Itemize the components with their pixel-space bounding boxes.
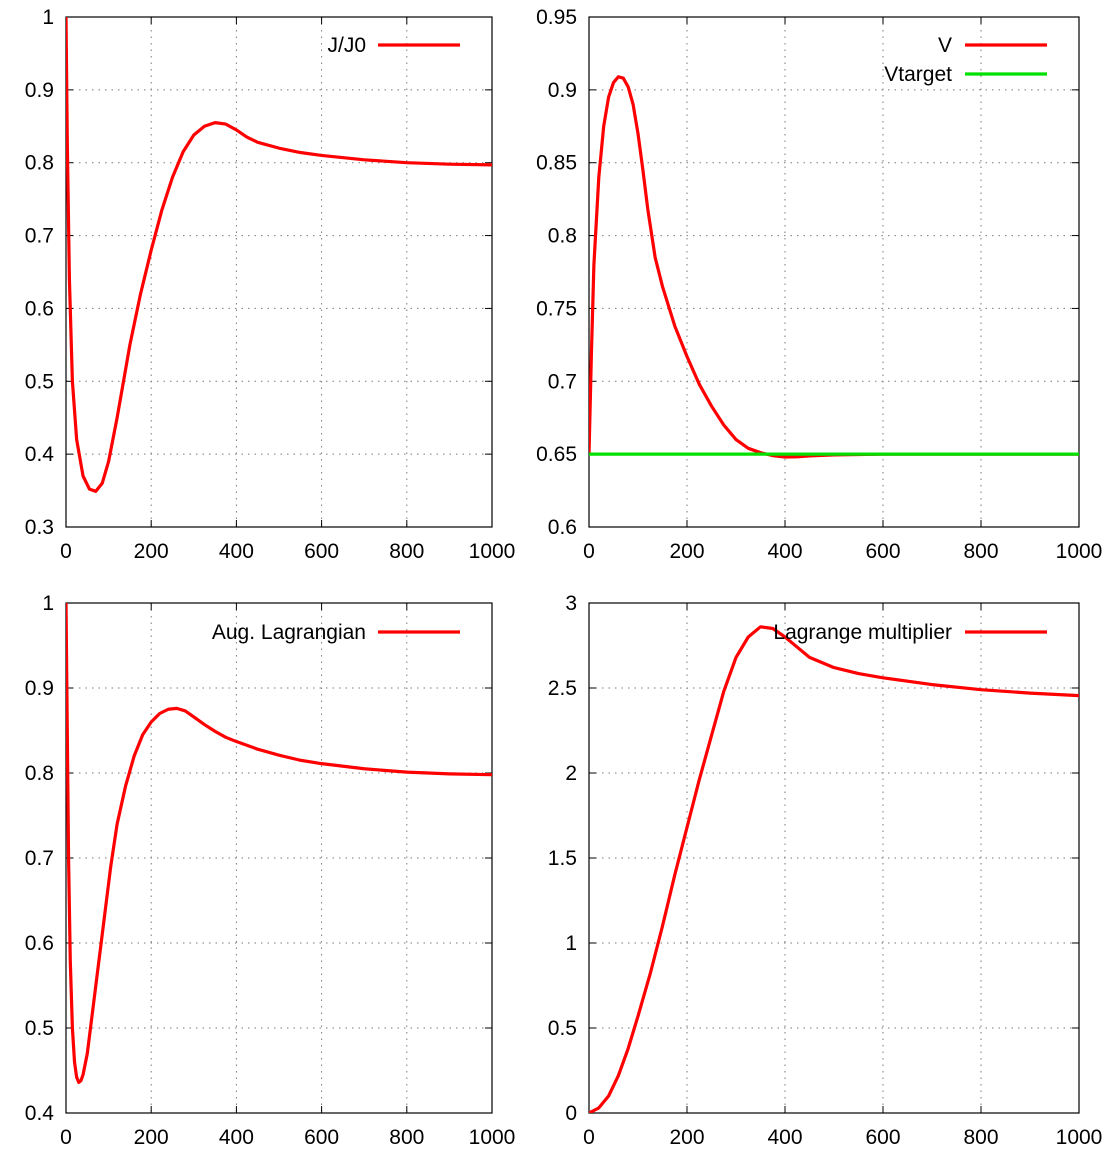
series-line-j-j0: [66, 17, 492, 493]
y-tick-label: 0.6: [548, 516, 577, 539]
x-tick-label: 1000: [1056, 540, 1103, 563]
chart-panel-j-over-j0: 0 200 400 600 800 1000 0.3 0.4 0.5 0.6 0.7 0.8 0.9 1 J…: [25, 6, 516, 563]
plot-frame: [65, 602, 493, 1114]
y-tick-label: 1.5: [548, 847, 577, 870]
y-tick-label: 3: [565, 592, 577, 615]
chart-panel-aug-lagrangian: 0 200 400 600 800 1000 0.4 0.5 0.6 0.7 0.8 0.9 1 Aug.…: [25, 592, 516, 1149]
x-tick-label: 0: [583, 540, 595, 563]
y-tick-label: 0.85: [536, 152, 577, 175]
y-tick-label: 0: [565, 1102, 577, 1125]
y-tick-label: 0.95: [536, 6, 577, 29]
chart-panel-lagrange-multiplier: 0 200 400 600 800 1000 0 0.5 1 1.5 2 2.5 3 Lagrange m…: [548, 592, 1103, 1149]
plot-frame: [65, 16, 493, 528]
y-tick-label: 2: [565, 762, 577, 785]
y-tick-label: 0.4: [25, 443, 55, 466]
y-tick-label: 0.5: [25, 370, 54, 393]
y-tick-label: 0.6: [25, 297, 54, 320]
x-tick-label: 600: [304, 1126, 339, 1149]
y-tick-label: 0.6: [25, 932, 54, 955]
x-tick-label: 400: [219, 1126, 254, 1149]
y-tick-label: 1: [565, 932, 577, 955]
legend-label-aug-lagrangian: Aug. Lagrangian: [212, 621, 366, 644]
y-tick-label: 1: [42, 592, 54, 615]
x-tick-label: 400: [767, 540, 802, 563]
y-tick-label: 0.7: [25, 847, 54, 870]
x-tick-label: 200: [669, 540, 704, 563]
x-tick-label: 600: [865, 1126, 900, 1149]
x-tick-label: 1000: [469, 540, 516, 563]
y-tick-label: 0.8: [25, 152, 54, 175]
y-tick-label: 0.3: [25, 516, 54, 539]
x-tick-label: 600: [304, 540, 339, 563]
y-tick-label: 0.5: [25, 1017, 54, 1040]
y-tick-label: 0.5: [548, 1017, 577, 1040]
series-line-aug-lagrangian: [66, 603, 492, 1084]
x-tick-label: 800: [963, 1126, 998, 1149]
x-tick-label: 400: [219, 540, 254, 563]
y-tick-label: 1: [42, 6, 54, 29]
legend-label-lagrange-multiplier: Lagrange multiplier: [773, 621, 952, 644]
x-tick-label: 200: [134, 1126, 169, 1149]
series-line-lagrange-multiplier: [589, 625, 1079, 1113]
y-tick-label: 0.7: [25, 225, 54, 248]
y-tick-label: 0.7: [548, 370, 577, 393]
x-tick-label: 800: [963, 540, 998, 563]
y-tick-label: 0.9: [25, 677, 54, 700]
x-tick-label: 800: [389, 1126, 424, 1149]
y-tick-label: 0.75: [536, 297, 577, 320]
x-tick-label: 0: [60, 1126, 72, 1149]
x-tick-label: 0: [60, 540, 72, 563]
legend-label-j-j0: J/J0: [327, 34, 366, 57]
y-tick-label: 0.4: [25, 1102, 55, 1125]
x-tick-label: 600: [865, 540, 900, 563]
y-tick-label: 2.5: [548, 677, 577, 700]
y-tick-label: 0.9: [548, 79, 577, 102]
x-tick-label: 0: [583, 1126, 595, 1149]
plot-frame: [588, 16, 1080, 528]
x-tick-label: 1000: [1056, 1126, 1103, 1149]
legend-label-vtarget: Vtarget: [884, 63, 952, 86]
x-tick-label: 800: [389, 540, 424, 563]
x-tick-label: 200: [134, 540, 169, 563]
x-tick-label: 200: [669, 1126, 704, 1149]
y-tick-label: 0.65: [536, 443, 577, 466]
x-tick-label: 400: [767, 1126, 802, 1149]
x-tick-label: 1000: [469, 1126, 516, 1149]
chart-panel-v: 0 200 400 600 800 1000 0.6 0.65 0.7 0.75 0.8 0.85 0.…: [536, 6, 1102, 563]
series-line-v: [589, 75, 1079, 459]
y-tick-label: 0.8: [548, 225, 577, 248]
y-tick-label: 0.8: [25, 762, 54, 785]
legend-label-v: V: [938, 34, 952, 57]
y-tick-label: 0.9: [25, 79, 54, 102]
